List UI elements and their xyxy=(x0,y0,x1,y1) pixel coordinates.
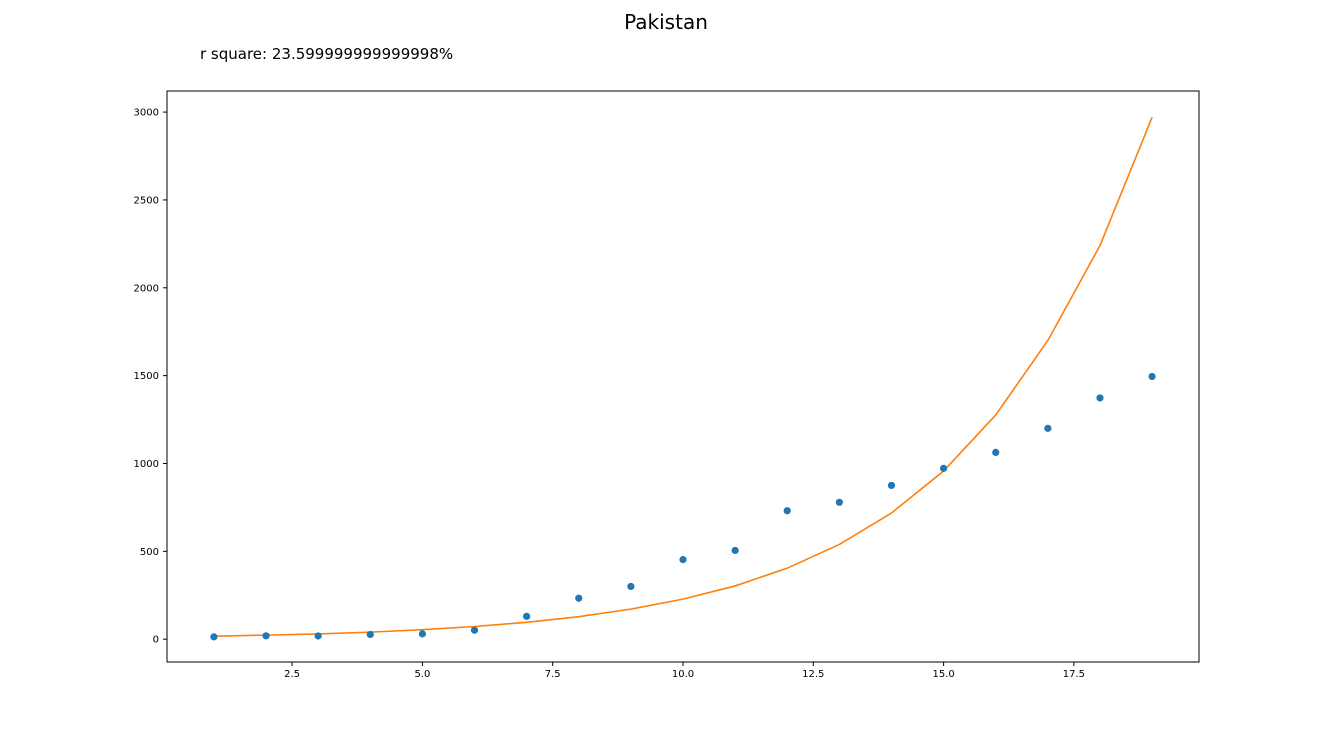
x-tick-label: 5.0 xyxy=(414,669,430,680)
y-tick-label: 2500 xyxy=(134,195,159,206)
y-tick-label: 2000 xyxy=(134,283,159,294)
data-point xyxy=(523,612,531,620)
data-point xyxy=(1148,372,1156,381)
data-point xyxy=(887,481,896,490)
data-point xyxy=(418,630,426,638)
plot-frame xyxy=(166,90,1200,663)
x-tick-label: 12.5 xyxy=(802,669,824,680)
data-point xyxy=(992,448,1000,456)
x-tick-label: 10.0 xyxy=(672,669,694,680)
x-tick-label: 15.0 xyxy=(932,669,954,680)
x-tick-label: 2.5 xyxy=(284,669,300,680)
chart-title: Pakistan xyxy=(624,10,708,34)
data-point xyxy=(783,507,791,515)
data-point xyxy=(731,546,739,555)
y-tick-label: 0 xyxy=(153,635,159,646)
y-tick-label: 1000 xyxy=(134,459,159,470)
data-point xyxy=(262,632,270,640)
data-point xyxy=(679,555,687,564)
data-point xyxy=(835,498,843,506)
r-square-annotation: r square: 23.599999999999998% xyxy=(200,45,454,63)
data-point xyxy=(1044,424,1052,432)
data-point xyxy=(1096,394,1104,402)
y-tick-label: 1500 xyxy=(134,371,159,382)
x-tick-label: 7.5 xyxy=(545,669,561,680)
data-point xyxy=(627,582,635,591)
data-point xyxy=(470,626,479,634)
x-tick-label: 17.5 xyxy=(1063,669,1085,680)
data-point xyxy=(940,464,948,472)
data-point xyxy=(314,632,322,640)
data-point xyxy=(575,594,583,602)
axes: 2.5 5.0 7.5 10.0 12.5 15.0 17.5 0 500 1000 1500 200… xyxy=(134,108,1085,680)
plot-marks xyxy=(210,117,1156,641)
y-tick-label: 500 xyxy=(140,547,159,558)
data-point xyxy=(210,633,218,641)
y-tick-label: 3000 xyxy=(134,108,159,119)
data-point xyxy=(366,630,374,639)
